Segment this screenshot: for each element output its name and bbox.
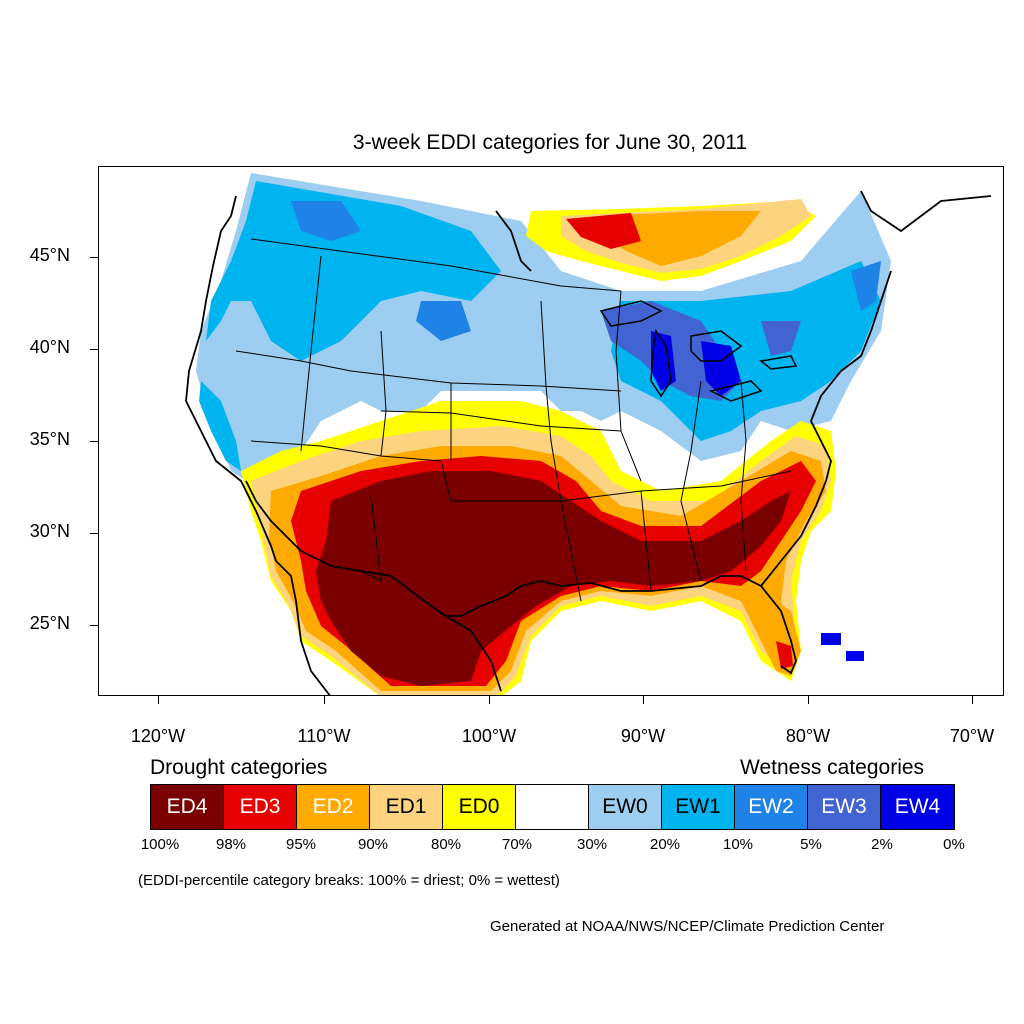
legend-box-ew0: EW0 bbox=[589, 785, 662, 829]
lon-label: 70°W bbox=[949, 726, 995, 746]
category-note: (EDDI-percentile category breaks: 100% =… bbox=[138, 872, 560, 889]
wet-region-ew1-west bbox=[199, 381, 241, 471]
lon-label: 100°W bbox=[461, 726, 517, 746]
lat-tick bbox=[90, 257, 98, 258]
legend-break: 98% bbox=[215, 836, 247, 853]
legend-box-ed3: ED3 bbox=[224, 785, 297, 829]
lon-label: 80°W bbox=[785, 726, 831, 746]
lat-label: 40°N bbox=[29, 337, 70, 357]
legend-break: 95% bbox=[285, 836, 317, 853]
legend-break: 0% bbox=[943, 836, 965, 853]
wet-region-ew4 bbox=[651, 331, 741, 396]
legend-box-ew4: EW4 bbox=[881, 785, 954, 829]
legend-break: 10% bbox=[722, 836, 754, 853]
lon-tick bbox=[489, 696, 490, 704]
category-legend: ED4 ED3 ED2 ED1 ED0 EW0 EW1 EW2 EW3 EW4 bbox=[150, 784, 955, 830]
lon-label: 110°W bbox=[297, 726, 351, 746]
wet-region-ew2 bbox=[291, 201, 881, 341]
credit-text: Generated at NOAA/NWS/NCEP/Climate Predi… bbox=[490, 918, 885, 935]
legend-box-ew3: EW3 bbox=[808, 785, 881, 829]
eddi-map bbox=[99, 167, 1003, 695]
legend-break: 80% bbox=[430, 836, 462, 853]
legend-break: 100% bbox=[140, 836, 180, 853]
wet-region-ew1 bbox=[206, 181, 501, 361]
lon-tick bbox=[324, 696, 325, 704]
wet-region-ew1-east bbox=[611, 261, 881, 441]
lat-tick bbox=[90, 441, 98, 442]
great-lakes bbox=[599, 300, 798, 402]
lon-tick bbox=[808, 696, 809, 704]
legend-box-normal bbox=[516, 785, 589, 829]
legend-box-ed2: ED2 bbox=[297, 785, 370, 829]
lon-tick bbox=[643, 696, 644, 704]
drought-canada-ed2 bbox=[601, 211, 761, 266]
legend-box-ed4: ED4 bbox=[151, 785, 224, 829]
legend-break: 20% bbox=[649, 836, 681, 853]
state-borders bbox=[235, 238, 792, 602]
lat-tick bbox=[90, 625, 98, 626]
drought-categories-title: Drought categories bbox=[150, 756, 328, 779]
drought-ed3-florida bbox=[776, 641, 793, 669]
map-title: 3-week EDDI categories for June 30, 2011 bbox=[352, 131, 748, 154]
lon-label: 90°W bbox=[620, 726, 666, 746]
lat-tick bbox=[90, 349, 98, 350]
legend-break: 5% bbox=[800, 836, 822, 853]
lat-label: 35°N bbox=[29, 429, 70, 449]
wet-region-ew3 bbox=[601, 301, 801, 401]
lat-tick bbox=[90, 533, 98, 534]
legend-break: 30% bbox=[576, 836, 608, 853]
lat-label: 25°N bbox=[29, 613, 70, 633]
coastlines bbox=[185, 190, 992, 695]
legend-box-ed1: ED1 bbox=[370, 785, 443, 829]
lat-label: 30°N bbox=[29, 521, 70, 541]
legend-box-ed0: ED0 bbox=[443, 785, 516, 829]
map-panel bbox=[98, 166, 1004, 696]
legend-break: 70% bbox=[501, 836, 533, 853]
islands bbox=[821, 633, 864, 661]
wetness-categories-title: Wetness categories bbox=[740, 756, 925, 779]
lon-tick bbox=[158, 696, 159, 704]
lon-tick bbox=[972, 696, 973, 704]
lon-label: 120°W bbox=[130, 726, 186, 746]
drought-canada-ed3 bbox=[566, 213, 641, 249]
legend-break: 2% bbox=[871, 836, 893, 853]
legend-break: 90% bbox=[357, 836, 389, 853]
drought-ed4 bbox=[316, 471, 791, 686]
legend-box-ew2: EW2 bbox=[735, 785, 808, 829]
lat-label: 45°N bbox=[29, 245, 70, 265]
legend-box-ew1: EW1 bbox=[662, 785, 735, 829]
